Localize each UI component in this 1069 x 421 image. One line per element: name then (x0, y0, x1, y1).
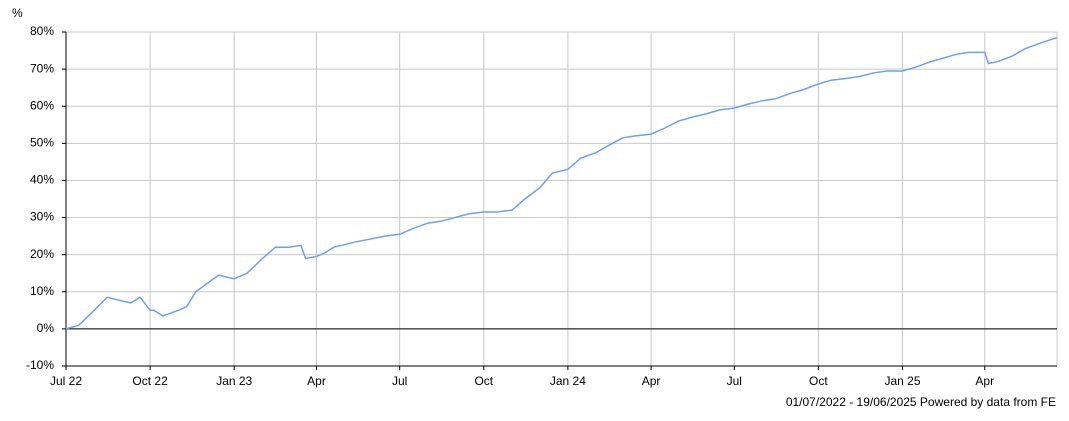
x-tick-label: Jul 22 (50, 374, 82, 388)
y-tick-label: 10% (30, 284, 54, 298)
y-tick-label: 60% (30, 98, 54, 112)
x-tick-label: Jan 25 (884, 374, 920, 388)
y-tick-label: -10% (26, 358, 54, 372)
x-tick-label: Apr (642, 374, 661, 388)
x-tick-label: Jan 24 (550, 374, 586, 388)
y-tick-label: 30% (30, 210, 54, 224)
x-tick-label: Jan 23 (216, 374, 252, 388)
y-tick-label: 80% (30, 24, 54, 38)
x-tick-label: Jul (727, 374, 742, 388)
y-axis-label: % (12, 6, 23, 20)
x-tick-label: Apr (307, 374, 326, 388)
x-tick-label: Oct (474, 374, 493, 388)
y-tick-label: 20% (30, 247, 54, 261)
x-tick-label: Apr (975, 374, 994, 388)
x-tick-label: Jul (392, 374, 407, 388)
y-tick-label: 70% (30, 61, 54, 75)
y-tick-label: 0% (37, 321, 55, 335)
x-tick-label: Oct (809, 374, 828, 388)
x-tick-label: Oct 22 (132, 374, 168, 388)
line-series (65, 36, 1058, 330)
y-tick-label: 40% (30, 173, 54, 187)
footer: 01/07/2022 - 19/06/2025 Powered by data … (786, 395, 1056, 409)
y-tick-label: 50% (30, 136, 54, 150)
